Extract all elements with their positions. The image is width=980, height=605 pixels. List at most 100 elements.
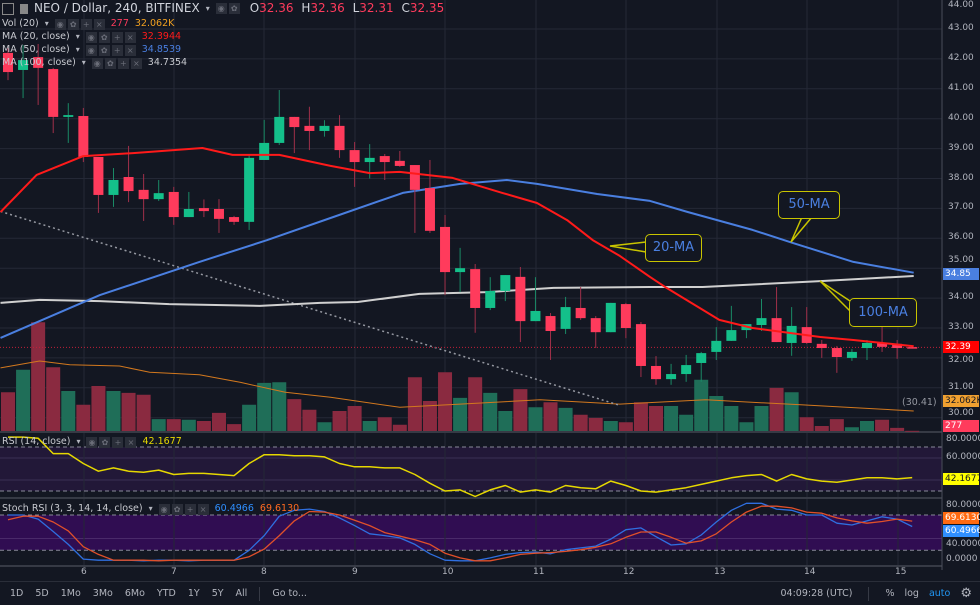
- rsi-line: [8, 436, 913, 498]
- volume-bar: [694, 379, 709, 431]
- gear-icon[interactable]: ⚙: [960, 586, 972, 601]
- candle-body: [48, 69, 59, 117]
- candle-body: [892, 343, 903, 349]
- candle-body: [198, 208, 209, 212]
- volume-bar: [603, 421, 618, 431]
- time-axis-label: 7: [171, 567, 177, 577]
- close-icon[interactable]: ×: [124, 31, 136, 43]
- collapse-icon[interactable]: [2, 2, 14, 15]
- price-axis-label: 43.00: [948, 23, 974, 33]
- ma100-line: [0, 275, 914, 307]
- gear-icon[interactable]: ✿: [171, 503, 183, 515]
- chevron-down-icon[interactable]: ▾: [76, 437, 81, 446]
- range-all[interactable]: All: [235, 588, 248, 599]
- chevron-down-icon[interactable]: ▾: [205, 4, 210, 13]
- close-icon[interactable]: ×: [124, 44, 136, 56]
- plus-icon[interactable]: +: [184, 503, 196, 515]
- candle-body: [229, 217, 240, 222]
- candle-body: [78, 116, 89, 157]
- chevron-down-icon[interactable]: ▾: [75, 32, 80, 41]
- volume-ma-line: [0, 360, 914, 412]
- range-1d[interactable]: 1D: [10, 588, 24, 599]
- volume-bar: [151, 419, 166, 431]
- chevron-down-icon[interactable]: ▾: [81, 58, 86, 67]
- ma100-label[interactable]: MA (100, close): [2, 57, 76, 68]
- candle-body: [289, 116, 300, 128]
- volume-bar: [724, 406, 739, 431]
- range-5y[interactable]: 5Y: [211, 588, 224, 599]
- eye-icon[interactable]: ◉: [158, 503, 170, 515]
- volume-bar: [799, 417, 814, 431]
- volume-bar: [61, 391, 76, 431]
- plus-icon[interactable]: +: [117, 57, 129, 69]
- time-axis-label: 9: [352, 567, 358, 577]
- price-axis-label: 37.00: [948, 202, 974, 212]
- plus-icon[interactable]: +: [111, 31, 123, 43]
- range-1y[interactable]: 1Y: [187, 588, 200, 599]
- ma20-label[interactable]: MA (20, close): [2, 31, 70, 42]
- gear-icon[interactable]: ✿: [228, 3, 240, 14]
- close-icon[interactable]: ×: [130, 57, 142, 69]
- range-1mo[interactable]: 1Mo: [60, 588, 81, 599]
- low-label: L: [352, 1, 360, 15]
- candle-body: [349, 150, 360, 163]
- plus-icon[interactable]: +: [111, 44, 123, 56]
- chevron-down-icon[interactable]: ▾: [75, 45, 80, 54]
- close-label: C: [401, 1, 410, 15]
- clock-readout: 04:09:28 (UTC): [780, 588, 853, 599]
- candle-body: [590, 318, 601, 333]
- plus-icon[interactable]: +: [80, 18, 92, 30]
- eye-icon[interactable]: ◉: [54, 18, 66, 30]
- divider: [868, 586, 870, 601]
- flag-icon[interactable]: [20, 3, 28, 14]
- range-ytd[interactable]: YTD: [156, 588, 176, 599]
- candle-body: [786, 325, 797, 343]
- candle-body: [575, 307, 586, 319]
- trendline-price-label: (30.41): [902, 397, 937, 408]
- price-axis-label: 42.00: [948, 53, 974, 63]
- ma50-label[interactable]: MA (50, close): [2, 44, 70, 55]
- volume-bar: [377, 417, 392, 431]
- eye-icon[interactable]: ◉: [85, 31, 97, 43]
- legend-ma20: MA (20, close) ▾ ◉ ✿ + × 32.3944: [2, 31, 181, 43]
- volume-bar: [317, 422, 332, 431]
- chevron-down-icon[interactable]: ▾: [148, 504, 153, 513]
- close-icon[interactable]: ×: [197, 503, 209, 515]
- stoch-rsi-label[interactable]: Stoch RSI (3, 3, 14, 14, close): [2, 503, 143, 514]
- gear-icon[interactable]: ✿: [104, 57, 116, 69]
- eye-icon[interactable]: ◉: [86, 436, 98, 448]
- callout-20-ma: 20-MA: [645, 234, 702, 262]
- eye-icon[interactable]: ◉: [91, 57, 103, 69]
- gear-icon[interactable]: ✿: [67, 18, 79, 30]
- close-icon[interactable]: ×: [125, 436, 137, 448]
- symbol-title[interactable]: NEO / Dollar, 240, BITFINEX: [34, 1, 200, 15]
- volume-bar: [754, 406, 769, 431]
- gear-icon[interactable]: ✿: [99, 436, 111, 448]
- candle-body: [33, 57, 44, 68]
- chevron-down-icon[interactable]: ▾: [44, 19, 49, 28]
- candle-body: [500, 275, 511, 291]
- volume-bar: [468, 377, 483, 431]
- indicator-actions: ◉ ✿ + ×: [54, 18, 105, 30]
- rsi-label[interactable]: RSI (14, close): [2, 436, 71, 447]
- candle-body: [861, 342, 872, 349]
- eye-icon[interactable]: ◉: [215, 3, 227, 14]
- price-axis-label: 38.00: [948, 173, 974, 183]
- range-5d[interactable]: 5D: [35, 588, 49, 599]
- gear-icon[interactable]: ✿: [98, 44, 110, 56]
- volume-label[interactable]: Vol (20): [2, 18, 39, 29]
- gear-icon[interactable]: ✿: [98, 31, 110, 43]
- volume-bar: [196, 421, 211, 431]
- time-axis-label: 13: [714, 567, 726, 577]
- goto-button[interactable]: Go to...: [272, 588, 307, 599]
- auto-toggle[interactable]: auto: [928, 588, 951, 599]
- eye-icon[interactable]: ◉: [85, 44, 97, 56]
- range-3mo[interactable]: 3Mo: [92, 588, 113, 599]
- plus-icon[interactable]: +: [112, 436, 124, 448]
- percent-toggle[interactable]: %: [885, 588, 895, 599]
- log-toggle[interactable]: log: [904, 588, 919, 599]
- range-6mo[interactable]: 6Mo: [124, 588, 145, 599]
- indicator-actions: ◉ ✿ + ×: [91, 57, 142, 69]
- close-icon[interactable]: ×: [93, 18, 105, 30]
- candle-body: [334, 125, 345, 151]
